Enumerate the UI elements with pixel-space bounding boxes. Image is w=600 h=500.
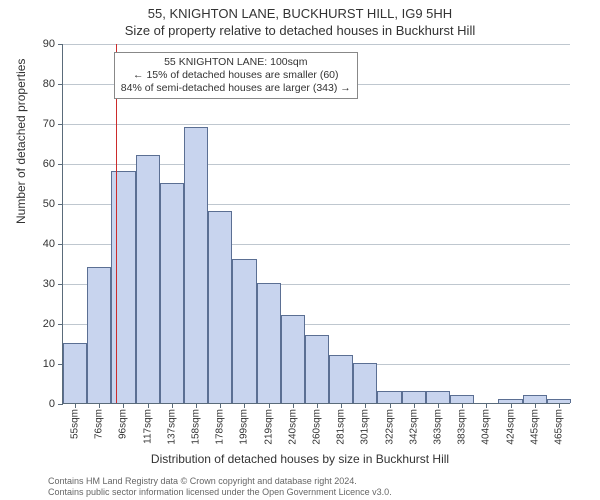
gridline: [63, 124, 570, 125]
ytick-mark: [58, 284, 63, 285]
xtick-label: 199sqm: [239, 409, 250, 445]
ytick-label: 10: [43, 358, 55, 370]
ytick-label: 20: [43, 318, 55, 330]
histogram-bar: [63, 343, 87, 403]
xtick-label: 137sqm: [166, 409, 177, 445]
gridline: [63, 44, 570, 45]
xtick-label: 96sqm: [118, 409, 129, 439]
histogram-bar: [329, 355, 353, 403]
xtick-mark: [172, 403, 173, 408]
footer-attribution: Contains HM Land Registry data © Crown c…: [48, 476, 590, 498]
histogram-bar: [208, 211, 232, 403]
ytick-label: 70: [43, 118, 55, 130]
annotation-line-2: ← 15% of detached houses are smaller (60…: [121, 69, 351, 82]
ytick-mark: [58, 44, 63, 45]
histogram-bar: [257, 283, 281, 403]
ytick-label: 0: [49, 398, 55, 410]
chart-title-sub: Size of property relative to detached ho…: [0, 21, 600, 38]
footer-line-1: Contains HM Land Registry data © Crown c…: [48, 476, 590, 487]
xtick-label: 383sqm: [457, 409, 468, 445]
annotation-line-3: 84% of semi-detached houses are larger (…: [121, 82, 351, 95]
annotation-box: 55 KNIGHTON LANE: 100sqm← 15% of detache…: [114, 52, 358, 99]
xtick-mark: [317, 403, 318, 408]
xtick-mark: [196, 403, 197, 408]
xtick-mark: [390, 403, 391, 408]
xtick-mark: [75, 403, 76, 408]
xtick-mark: [438, 403, 439, 408]
xtick-label: 178sqm: [215, 409, 226, 445]
histogram-bar: [377, 391, 401, 403]
xtick-label: 445sqm: [529, 409, 540, 445]
y-axis-label: Number of detached properties: [14, 59, 28, 224]
x-axis-label: Distribution of detached houses by size …: [0, 452, 600, 466]
histogram-bar: [353, 363, 377, 403]
ytick-mark: [58, 324, 63, 325]
ytick-mark: [58, 204, 63, 205]
xtick-label: 219sqm: [263, 409, 274, 445]
xtick-mark: [535, 403, 536, 408]
xtick-mark: [220, 403, 221, 408]
xtick-mark: [511, 403, 512, 408]
xtick-label: 363sqm: [432, 409, 443, 445]
histogram-bar: [136, 155, 160, 403]
ytick-label: 40: [43, 238, 55, 250]
xtick-label: 158sqm: [191, 409, 202, 445]
chart-title-main: 55, KNIGHTON LANE, BUCKHURST HILL, IG9 5…: [0, 0, 600, 21]
xtick-label: 260sqm: [312, 409, 323, 445]
xtick-mark: [293, 403, 294, 408]
histogram-bar: [402, 391, 426, 403]
xtick-label: 76sqm: [94, 409, 105, 439]
ytick-label: 80: [43, 78, 55, 90]
xtick-label: 342sqm: [408, 409, 419, 445]
xtick-mark: [486, 403, 487, 408]
ytick-label: 50: [43, 198, 55, 210]
xtick-mark: [148, 403, 149, 408]
histogram-bar: [184, 127, 208, 403]
histogram-bar: [232, 259, 256, 403]
xtick-mark: [414, 403, 415, 408]
xtick-label: 281sqm: [336, 409, 347, 445]
xtick-label: 240sqm: [287, 409, 298, 445]
ytick-mark: [58, 244, 63, 245]
ytick-mark: [58, 404, 63, 405]
histogram-bar: [426, 391, 450, 403]
histogram-bar: [87, 267, 111, 403]
xtick-mark: [269, 403, 270, 408]
xtick-label: 424sqm: [505, 409, 516, 445]
annotation-line-1: 55 KNIGHTON LANE: 100sqm: [121, 56, 351, 69]
ytick-mark: [58, 124, 63, 125]
histogram-bar: [450, 395, 474, 403]
footer-line-2: Contains public sector information licen…: [48, 487, 590, 498]
histogram-bar: [111, 171, 135, 403]
histogram-bar: [523, 395, 547, 403]
ytick-label: 90: [43, 38, 55, 50]
ytick-label: 60: [43, 158, 55, 170]
histogram-bar: [305, 335, 329, 403]
xtick-mark: [244, 403, 245, 408]
ytick-mark: [58, 164, 63, 165]
ytick-label: 30: [43, 278, 55, 290]
histogram-bar: [281, 315, 305, 403]
xtick-mark: [341, 403, 342, 408]
xtick-mark: [559, 403, 560, 408]
ytick-mark: [58, 84, 63, 85]
chart-area: 010203040506070809055sqm76sqm96sqm117sqm…: [62, 44, 570, 404]
xtick-mark: [123, 403, 124, 408]
xtick-mark: [462, 403, 463, 408]
xtick-label: 55sqm: [70, 409, 81, 439]
xtick-label: 301sqm: [360, 409, 371, 445]
histogram-bar: [160, 183, 184, 403]
xtick-label: 322sqm: [384, 409, 395, 445]
xtick-mark: [365, 403, 366, 408]
xtick-label: 117sqm: [142, 409, 153, 444]
xtick-label: 404sqm: [481, 409, 492, 445]
xtick-label: 465sqm: [553, 409, 564, 445]
xtick-mark: [99, 403, 100, 408]
plot-area: 010203040506070809055sqm76sqm96sqm117sqm…: [62, 44, 570, 404]
